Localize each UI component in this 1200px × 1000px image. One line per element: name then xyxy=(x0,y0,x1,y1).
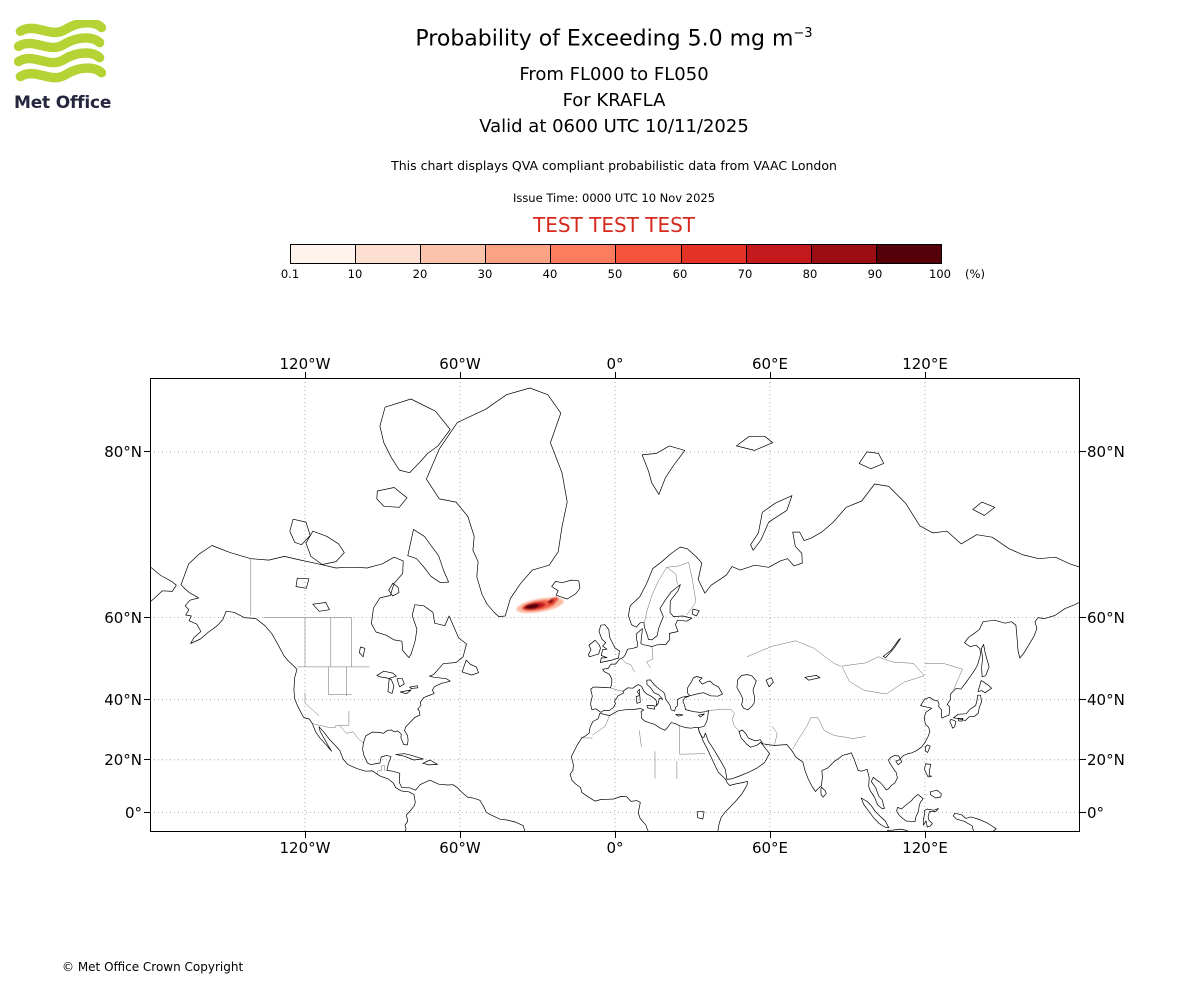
colorbar-tick-2: 20 xyxy=(412,267,428,281)
chart-title-text: Probability of Exceeding 5.0 mg m xyxy=(415,26,794,52)
coastlines xyxy=(149,387,1081,833)
x-axis-tick-top-0 xyxy=(304,372,306,378)
subtitle-valid-time: Valid at 0600 UTC 10/11/2025 xyxy=(479,116,749,137)
ash-plume xyxy=(516,596,564,614)
x-axis-label-bottom-4: 120°E xyxy=(902,839,948,857)
y-axis-label-left-1: 60°N xyxy=(104,608,142,627)
y-axis-label-right-0: 80°N xyxy=(1087,442,1125,461)
y-axis-tick-right-2 xyxy=(1080,699,1086,701)
x-axis-label-bottom-3: 60°E xyxy=(751,839,789,857)
x-axis-tick-bottom-2 xyxy=(614,832,616,838)
y-axis-tick-right-4 xyxy=(1080,812,1086,813)
chart-title: Probability of Exceeding 5.0 mg m−3 xyxy=(28,26,1200,51)
y-axis-label-left-2: 40°N xyxy=(104,690,142,709)
x-axis-label-top-1: 60°W xyxy=(439,355,481,373)
y-axis-tick-right-0 xyxy=(1080,451,1086,453)
chart-title-exponent: −3 xyxy=(793,26,813,41)
country-borders xyxy=(250,558,963,779)
y-axis-tick-left-2 xyxy=(144,699,150,701)
met-office-wordmark: Met Office xyxy=(14,93,112,113)
subtitle-volcano: For KRAFLA xyxy=(562,90,666,111)
met-office-logo: Met Office xyxy=(13,18,118,113)
x-axis-tick-bottom-1 xyxy=(459,832,461,838)
colorbar-tick-7: 70 xyxy=(737,267,753,281)
gridlines xyxy=(150,378,1080,832)
y-axis-tick-right-1 xyxy=(1080,617,1086,619)
test-banner: TEST TEST TEST xyxy=(532,213,695,237)
world-map-svg xyxy=(149,378,1081,833)
colorbar-tick-0: 0.1 xyxy=(280,267,300,281)
x-axis-tick-bottom-3 xyxy=(769,832,771,838)
y-axis-tick-left-1 xyxy=(144,617,150,619)
y-axis-label-right-1: 60°N xyxy=(1087,608,1125,627)
colorbar-segment xyxy=(356,245,422,263)
y-axis-label-right-3: 20°N xyxy=(1087,750,1125,769)
ash-plume-layer xyxy=(525,603,540,609)
x-axis-label-top-3: 60°E xyxy=(751,355,789,373)
subtitle-flight-levels: From FL000 to FL050 xyxy=(519,64,709,85)
colorbar-segment xyxy=(486,245,552,263)
ash-plume-layer xyxy=(548,599,554,604)
x-axis-tick-bottom-0 xyxy=(304,832,306,838)
issue-time: Issue Time: 0000 UTC 10 Nov 2025 xyxy=(512,191,716,205)
colorbar-tick-9: 90 xyxy=(867,267,883,281)
x-axis-label-top-4: 120°E xyxy=(902,355,948,373)
x-axis-tick-bottom-4 xyxy=(924,832,926,838)
world-map xyxy=(149,378,1081,833)
x-axis-tick-top-3 xyxy=(769,372,771,378)
colorbar-segment xyxy=(746,245,812,263)
copyright-notice: © Met Office Crown Copyright xyxy=(62,960,244,974)
colorbar-segment xyxy=(551,245,617,263)
y-axis-tick-left-4 xyxy=(144,812,150,813)
colorbar-tick-10: 100 xyxy=(929,267,951,281)
y-axis-label-left-3: 20°N xyxy=(104,750,142,769)
y-axis-tick-left-0 xyxy=(144,451,150,453)
probability-colorbar xyxy=(290,244,942,264)
colorbar-tick-8: 80 xyxy=(802,267,818,281)
colorbar-segment xyxy=(421,245,487,263)
colorbar-unit: (%) xyxy=(965,267,985,281)
qva-disclaimer: This chart displays QVA compliant probab… xyxy=(391,158,837,173)
colorbar-segment xyxy=(876,245,941,263)
colorbar-segment xyxy=(291,245,357,263)
met-office-logo-waves xyxy=(13,18,107,83)
y-axis-tick-right-3 xyxy=(1080,759,1086,761)
colorbar-tick-4: 40 xyxy=(542,267,558,281)
y-axis-label-left-4: 0° xyxy=(124,803,142,822)
y-axis-label-right-4: 0° xyxy=(1087,803,1105,822)
map-border xyxy=(150,378,1080,832)
y-axis-label-left-0: 80°N xyxy=(104,442,142,461)
colorbar-tick-1: 10 xyxy=(347,267,363,281)
x-axis-tick-top-1 xyxy=(459,372,461,378)
x-axis-label-bottom-1: 60°W xyxy=(439,839,481,857)
colorbar-tick-6: 60 xyxy=(672,267,688,281)
x-axis-label-bottom-0: 120°W xyxy=(279,839,331,857)
colorbar-tick-5: 50 xyxy=(607,267,623,281)
x-axis-tick-top-2 xyxy=(614,372,616,378)
x-axis-label-top-0: 120°W xyxy=(279,355,331,373)
x-axis-label-bottom-2: 0° xyxy=(606,839,624,857)
colorbar-tick-3: 30 xyxy=(477,267,493,281)
x-axis-label-top-2: 0° xyxy=(606,355,624,373)
colorbar-segment xyxy=(616,245,682,263)
colorbar-segment xyxy=(811,245,877,263)
y-axis-tick-left-3 xyxy=(144,759,150,761)
colorbar-segment xyxy=(681,245,747,263)
y-axis-label-right-2: 40°N xyxy=(1087,690,1125,709)
x-axis-tick-top-4 xyxy=(924,372,926,378)
